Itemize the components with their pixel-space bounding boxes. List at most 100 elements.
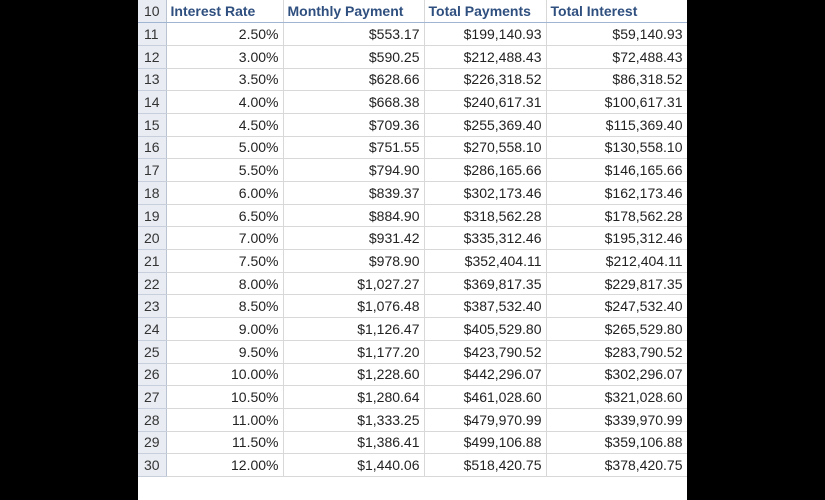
cell-monthly-payment[interactable]: $978.90 xyxy=(283,249,425,273)
cell-interest-rate[interactable]: 6.00% xyxy=(166,181,284,205)
cell-total-interest[interactable]: $321,028.60 xyxy=(546,385,687,409)
cell-interest-rate[interactable]: 6.50% xyxy=(166,204,284,228)
header-cell-interest-rate[interactable]: Interest Rate xyxy=(166,0,284,24)
row-header[interactable]: 16 xyxy=(138,136,167,160)
cell-monthly-payment[interactable]: $839.37 xyxy=(283,181,425,205)
cell-total-interest[interactable]: $359,106.88 xyxy=(546,431,687,455)
cell-interest-rate[interactable]: 7.00% xyxy=(166,226,284,251)
cell-total-interest[interactable]: $162,173.46 xyxy=(546,181,687,205)
cell-monthly-payment[interactable]: $590.25 xyxy=(283,45,425,69)
cell-total-interest[interactable]: $59,140.93 xyxy=(546,22,687,46)
cell-interest-rate[interactable]: 2.50% xyxy=(166,22,284,46)
row-header[interactable]: 26 xyxy=(138,363,167,387)
cell-total-payments[interactable]: $286,165.66 xyxy=(424,158,547,182)
row-header[interactable]: 23 xyxy=(138,294,167,319)
cell-total-interest[interactable]: $339,970.99 xyxy=(546,408,687,432)
cell-monthly-payment[interactable]: $1,027.27 xyxy=(283,272,425,296)
row-header[interactable]: 18 xyxy=(138,181,167,205)
cell-interest-rate[interactable]: 11.50% xyxy=(166,431,284,455)
cell-total-interest[interactable]: $86,318.52 xyxy=(546,68,687,92)
cell-interest-rate[interactable]: 4.50% xyxy=(166,113,284,137)
cell-monthly-payment[interactable]: $628.66 xyxy=(283,68,425,92)
cell-monthly-payment[interactable]: $1,177.20 xyxy=(283,340,425,364)
cell-total-payments[interactable]: $302,173.46 xyxy=(424,181,547,205)
cell-total-interest[interactable]: $283,790.52 xyxy=(546,340,687,364)
cell-total-interest[interactable]: $72,488.43 xyxy=(546,45,687,69)
cell-total-payments[interactable]: $461,028.60 xyxy=(424,385,547,409)
cell-total-payments[interactable]: $226,318.52 xyxy=(424,68,547,92)
cell-monthly-payment[interactable]: $931.42 xyxy=(283,226,425,251)
cell-total-payments[interactable]: $255,369.40 xyxy=(424,113,547,137)
row-header[interactable]: 12 xyxy=(138,45,167,69)
cell-total-interest[interactable]: $195,312.46 xyxy=(546,226,687,251)
cell-total-payments[interactable]: $405,529.80 xyxy=(424,317,547,341)
cell-interest-rate[interactable]: 7.50% xyxy=(166,249,284,273)
cell-interest-rate[interactable]: 12.00% xyxy=(166,453,284,477)
cell-monthly-payment[interactable]: $1,126.47 xyxy=(283,317,425,341)
row-header[interactable]: 25 xyxy=(138,340,167,364)
cell-total-payments[interactable]: $369,817.35 xyxy=(424,272,547,296)
row-header[interactable]: 28 xyxy=(138,408,167,432)
cell-total-interest[interactable]: $130,558.10 xyxy=(546,136,687,160)
cell-total-payments[interactable]: $270,558.10 xyxy=(424,136,547,160)
cell-total-payments[interactable]: $423,790.52 xyxy=(424,340,547,364)
row-header[interactable]: 19 xyxy=(138,204,167,228)
cell-interest-rate[interactable]: 10.00% xyxy=(166,363,284,387)
cell-total-payments[interactable]: $352,404.11 xyxy=(424,249,547,273)
cell-total-payments[interactable]: $387,532.40 xyxy=(424,294,547,319)
row-header[interactable]: 30 xyxy=(138,453,167,477)
cell-interest-rate[interactable]: 4.00% xyxy=(166,90,284,114)
row-header[interactable]: 17 xyxy=(138,158,167,182)
cell-monthly-payment[interactable]: $1,076.48 xyxy=(283,294,425,319)
cell-interest-rate[interactable]: 5.00% xyxy=(166,136,284,160)
cell-interest-rate[interactable]: 9.00% xyxy=(166,317,284,341)
cell-interest-rate[interactable]: 9.50% xyxy=(166,340,284,364)
row-header[interactable]: 24 xyxy=(138,317,167,341)
cell-interest-rate[interactable]: 3.00% xyxy=(166,45,284,69)
cell-total-interest[interactable]: $229,817.35 xyxy=(546,272,687,296)
cell-monthly-payment[interactable]: $794.90 xyxy=(283,158,425,182)
cell-total-payments[interactable]: $442,296.07 xyxy=(424,363,547,387)
cell-total-payments[interactable]: $199,140.93 xyxy=(424,22,547,46)
cell-monthly-payment[interactable]: $1,333.25 xyxy=(283,408,425,432)
cell-total-payments[interactable]: $212,488.43 xyxy=(424,45,547,69)
cell-total-interest[interactable]: $378,420.75 xyxy=(546,453,687,477)
cell-monthly-payment[interactable]: $1,440.06 xyxy=(283,453,425,477)
header-cell-total-payments[interactable]: Total Payments xyxy=(424,0,547,24)
cell-total-payments[interactable]: $499,106.88 xyxy=(424,431,547,455)
cell-interest-rate[interactable]: 5.50% xyxy=(166,158,284,182)
cell-monthly-payment[interactable]: $553.17 xyxy=(283,22,425,46)
cell-total-payments[interactable]: $240,617.31 xyxy=(424,90,547,114)
row-header[interactable]: 10 xyxy=(138,0,167,24)
row-header[interactable]: 14 xyxy=(138,90,167,114)
row-header[interactable]: 29 xyxy=(138,431,167,455)
cell-total-payments[interactable]: $479,970.99 xyxy=(424,408,547,432)
cell-monthly-payment[interactable]: $668.38 xyxy=(283,90,425,114)
header-cell-total-interest[interactable]: Total Interest xyxy=(546,0,687,24)
cell-total-payments[interactable]: $518,420.75 xyxy=(424,453,547,477)
cell-total-interest[interactable]: $178,562.28 xyxy=(546,204,687,228)
cell-interest-rate[interactable]: 3.50% xyxy=(166,68,284,92)
row-header[interactable]: 22 xyxy=(138,272,167,296)
cell-total-payments[interactable]: $335,312.46 xyxy=(424,226,547,251)
cell-total-interest[interactable]: $302,296.07 xyxy=(546,363,687,387)
cell-total-interest[interactable]: $115,369.40 xyxy=(546,113,687,137)
cell-monthly-payment[interactable]: $1,228.60 xyxy=(283,363,425,387)
header-cell-monthly-payment[interactable]: Monthly Payment xyxy=(283,0,425,24)
row-header[interactable]: 11 xyxy=(138,22,167,46)
row-header[interactable]: 20 xyxy=(138,226,167,251)
cell-monthly-payment[interactable]: $884.90 xyxy=(283,204,425,228)
cell-interest-rate[interactable]: 8.50% xyxy=(166,294,284,319)
cell-monthly-payment[interactable]: $1,386.41 xyxy=(283,431,425,455)
row-header[interactable]: 27 xyxy=(138,385,167,409)
cell-monthly-payment[interactable]: $1,280.64 xyxy=(283,385,425,409)
cell-total-interest[interactable]: $100,617.31 xyxy=(546,90,687,114)
cell-interest-rate[interactable]: 10.50% xyxy=(166,385,284,409)
cell-monthly-payment[interactable]: $709.36 xyxy=(283,113,425,137)
cell-interest-rate[interactable]: 8.00% xyxy=(166,272,284,296)
row-header[interactable]: 15 xyxy=(138,113,167,137)
cell-total-interest[interactable]: $265,529.80 xyxy=(546,317,687,341)
cell-interest-rate[interactable]: 11.00% xyxy=(166,408,284,432)
row-header[interactable]: 13 xyxy=(138,68,167,92)
cell-total-interest[interactable]: $247,532.40 xyxy=(546,294,687,319)
